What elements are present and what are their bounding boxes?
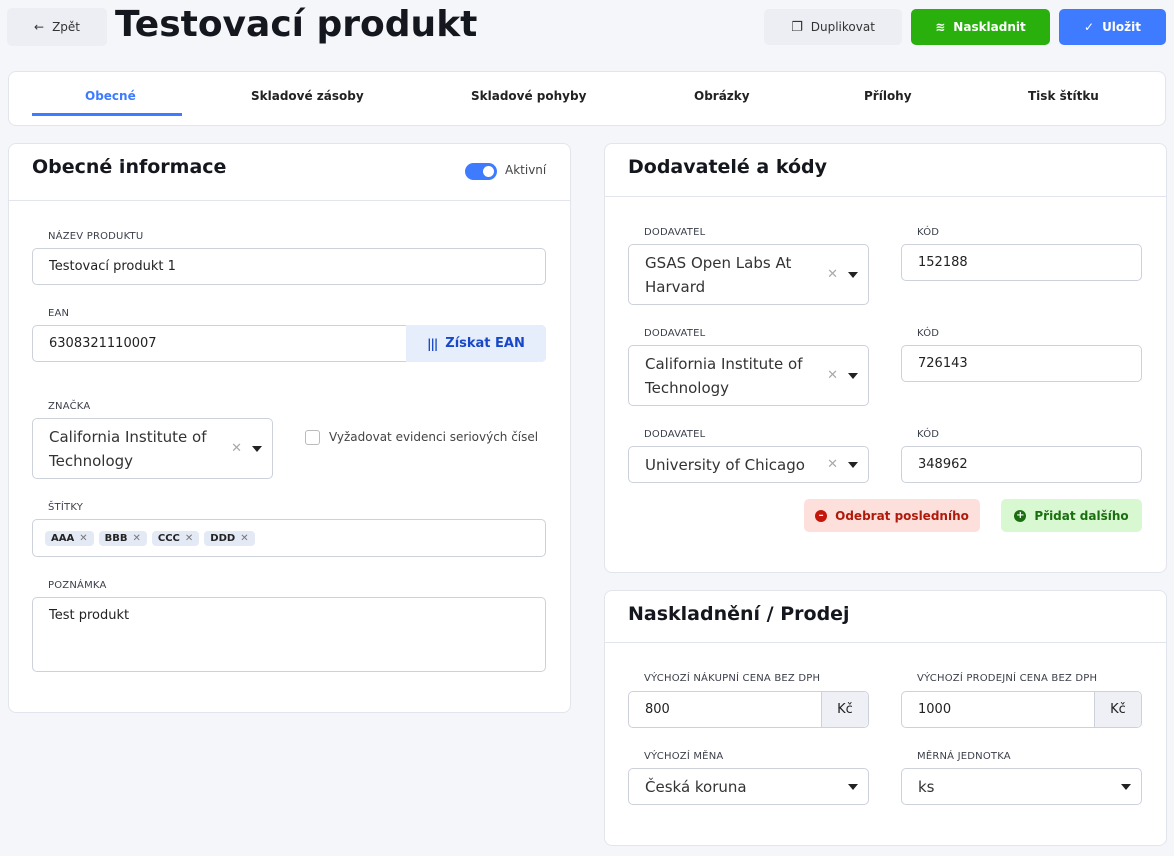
arrow-left-icon: ← xyxy=(34,20,45,34)
stock-sale-title: Naskladnění / Prodej xyxy=(628,603,850,625)
save-button[interactable]: ✓ Uložit xyxy=(1059,9,1166,45)
supplier-select[interactable]: University of Chicago ✕ xyxy=(628,446,869,483)
sell-price-label: VÝCHOZÍ PRODEJNÍ CENA BEZ DPH xyxy=(917,673,1098,684)
caret-down-icon xyxy=(848,783,858,790)
tags-input[interactable]: AAA ✕ BBB ✕ CCC ✕ DDD ✕ xyxy=(32,519,546,557)
caret-down-icon xyxy=(848,461,858,468)
sell-price-input[interactable]: 1000 Kč xyxy=(901,691,1142,728)
caret-down-icon xyxy=(848,271,858,278)
code-label: KÓD xyxy=(917,328,940,339)
caret-down-icon xyxy=(1121,783,1131,790)
active-tab-indicator xyxy=(32,113,182,116)
supplier-label: DODAVATEL xyxy=(644,227,706,238)
clear-icon[interactable]: ✕ xyxy=(827,367,838,383)
get-ean-button[interactable]: ||| Získat EAN xyxy=(406,325,546,362)
supplier-select[interactable]: California Institute of Technology ✕ xyxy=(628,345,869,406)
barcode-icon: ||| xyxy=(427,336,438,351)
code-label: KÓD xyxy=(917,429,940,440)
serial-label: Vyžadovat evidenci seriových čísel xyxy=(329,430,539,444)
tab-attachments[interactable]: Přílohy xyxy=(864,89,912,103)
product-name-input[interactable]: Testovací produkt 1 xyxy=(32,248,546,285)
copy-icon: ❐ xyxy=(791,19,803,35)
stock-in-button[interactable]: ≋ Naskladnit xyxy=(911,9,1050,45)
layers-icon: ≋ xyxy=(935,20,946,34)
tabs-bar xyxy=(8,71,1166,126)
suppliers-title: Dodavatelé a kódy xyxy=(628,156,828,178)
add-next-button[interactable]: + Přidat dalšího xyxy=(1001,499,1142,532)
tab-stock[interactable]: Skladové zásoby xyxy=(251,89,364,103)
remove-tag-icon[interactable]: ✕ xyxy=(240,532,249,544)
buy-price-input[interactable]: 800 Kč xyxy=(628,691,869,728)
supplier-label: DODAVATEL xyxy=(644,328,706,339)
currency-addon: Kč xyxy=(1094,692,1141,727)
remove-tag-icon[interactable]: ✕ xyxy=(79,532,88,544)
active-label: Aktivní xyxy=(505,163,547,177)
caret-down-icon xyxy=(252,445,262,452)
serial-checkbox[interactable] xyxy=(305,430,320,445)
code-input[interactable]: 152188 xyxy=(901,244,1142,281)
code-input[interactable]: 348962 xyxy=(901,446,1142,483)
minus-circle-icon: – xyxy=(815,509,828,522)
caret-down-icon xyxy=(848,372,858,379)
brand-select[interactable]: California Institute of Technology ✕ xyxy=(32,418,273,479)
back-button[interactable]: ← Zpět xyxy=(7,8,107,46)
note-textarea[interactable]: Test produkt xyxy=(32,597,546,672)
brand-label: ZNAČKA xyxy=(48,401,91,412)
currency-label: VÝCHOZÍ MĚNA xyxy=(644,751,724,762)
active-toggle[interactable] xyxy=(465,163,497,180)
tag: AAA ✕ xyxy=(45,530,94,546)
tag: BBB ✕ xyxy=(98,530,147,546)
tags-label: ŠTÍTKY xyxy=(48,502,84,513)
code-input[interactable]: 726143 xyxy=(901,345,1142,382)
supplier-label: DODAVATEL xyxy=(644,429,706,440)
tab-general[interactable]: Obecné xyxy=(85,89,136,103)
plus-circle-icon: + xyxy=(1014,509,1027,522)
code-label: KÓD xyxy=(917,227,940,238)
clear-icon[interactable]: ✕ xyxy=(827,266,838,282)
tag: CCC ✕ xyxy=(151,530,200,546)
ean-label: EAN xyxy=(48,308,70,319)
clear-icon[interactable]: ✕ xyxy=(827,456,838,472)
tag: DDD ✕ xyxy=(204,530,255,546)
supplier-select[interactable]: GSAS Open Labs At Harvard ✕ xyxy=(628,244,869,305)
tab-images[interactable]: Obrázky xyxy=(694,89,750,103)
remove-last-button[interactable]: – Odebrat posledního xyxy=(804,499,980,532)
note-label: POZNÁMKA xyxy=(48,580,107,591)
unit-label: MĚRNÁ JEDNOTKA xyxy=(917,751,1011,762)
currency-addon: Kč xyxy=(821,692,868,727)
currency-select[interactable]: Česká koruna xyxy=(628,768,869,805)
check-icon: ✓ xyxy=(1084,20,1095,34)
unit-select[interactable]: ks xyxy=(901,768,1142,805)
clear-icon[interactable]: ✕ xyxy=(231,440,242,456)
remove-tag-icon[interactable]: ✕ xyxy=(132,532,141,544)
buy-price-label: VÝCHOZÍ NÁKUPNÍ CENA BEZ DPH xyxy=(644,673,821,684)
duplicate-button[interactable]: ❐ Duplikovat xyxy=(764,9,902,45)
name-label: NÁZEV PRODUKTU xyxy=(48,231,144,242)
remove-tag-icon[interactable]: ✕ xyxy=(184,532,194,544)
tab-label-print[interactable]: Tisk štítku xyxy=(1028,89,1099,103)
tab-movements[interactable]: Skladové pohyby xyxy=(471,89,587,103)
general-info-title: Obecné informace xyxy=(32,156,227,178)
page-title: Testovací produkt xyxy=(115,4,478,45)
